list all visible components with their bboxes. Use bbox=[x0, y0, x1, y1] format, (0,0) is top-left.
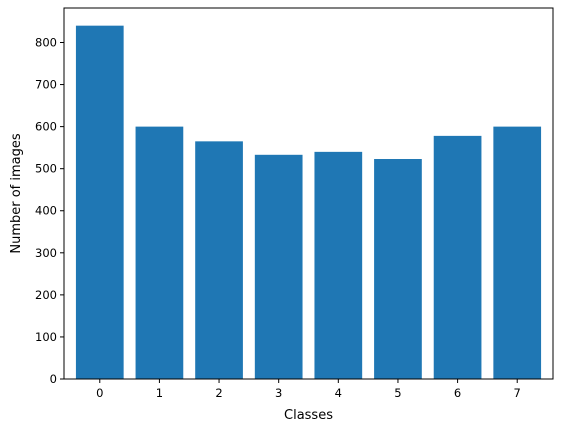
bar-class-3 bbox=[254, 154, 303, 379]
y-tick-label: 600 bbox=[35, 120, 57, 134]
bar-class-2 bbox=[195, 141, 243, 379]
bars-group bbox=[75, 25, 542, 380]
y-tick-label: 200 bbox=[35, 288, 57, 302]
y-tick-label: 500 bbox=[35, 162, 57, 176]
x-tick-label: 6 bbox=[454, 386, 461, 400]
bar-class-1 bbox=[135, 126, 184, 379]
y-tick-label: 0 bbox=[50, 372, 57, 386]
y-tick-label: 800 bbox=[35, 35, 57, 49]
x-tick-label: 1 bbox=[156, 386, 163, 400]
y-axis-label: Number of images bbox=[9, 133, 24, 254]
x-tick-label: 7 bbox=[514, 386, 521, 400]
x-tick-label: 5 bbox=[394, 386, 401, 400]
bar-class-7 bbox=[493, 126, 542, 379]
y-tick-label: 300 bbox=[35, 246, 57, 260]
x-tick-label: 2 bbox=[215, 386, 222, 400]
x-tick-label: 3 bbox=[275, 386, 282, 400]
bar-class-4 bbox=[314, 151, 363, 379]
y-tick-label: 100 bbox=[35, 330, 57, 344]
y-tick-label: 400 bbox=[35, 204, 57, 218]
bar-class-0 bbox=[75, 25, 124, 380]
ticks-group: 0 1 2 3 4 5 6 7 0 100 200 300 400 500 600 700 800 bbox=[35, 35, 521, 400]
bar-class-6 bbox=[433, 135, 482, 379]
y-tick-label: 700 bbox=[35, 78, 57, 92]
x-tick-label: 4 bbox=[335, 386, 342, 400]
x-tick-label: 0 bbox=[96, 386, 103, 400]
plot-frame bbox=[63, 7, 554, 380]
x-axis-label: Classes bbox=[284, 408, 333, 423]
bar-class-5 bbox=[374, 159, 422, 379]
